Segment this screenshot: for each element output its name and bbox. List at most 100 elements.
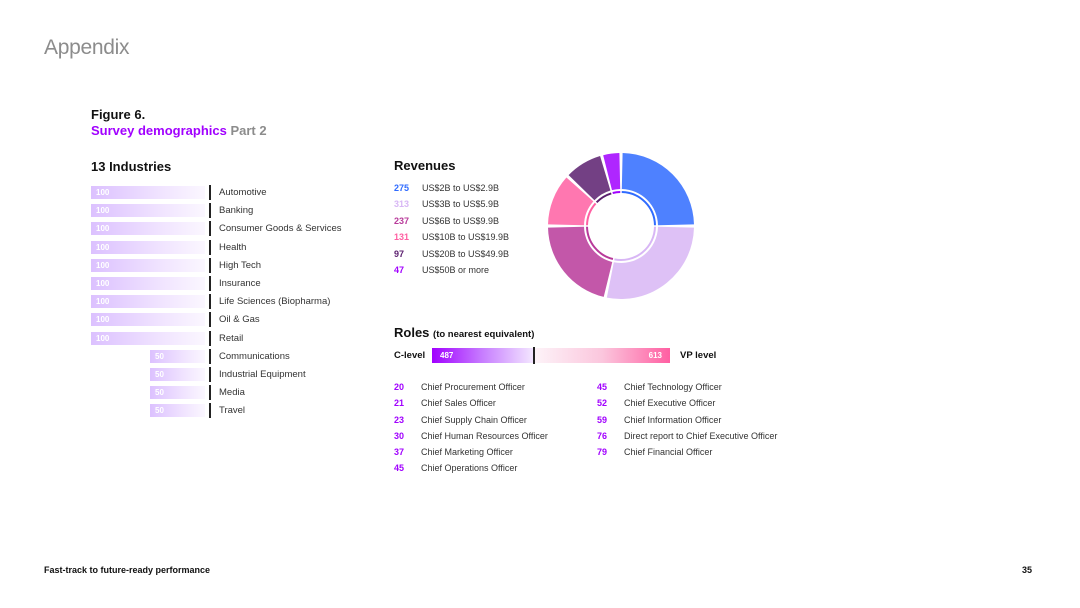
- revenue-row: 47 US$50B or more: [394, 264, 509, 280]
- revenue-range-label: US$2B to US$2.9B: [422, 183, 500, 193]
- industry-label: High Tech: [219, 259, 262, 271]
- role-count: 45: [597, 382, 608, 392]
- industry-separator: [209, 203, 211, 219]
- industry-label: Insurance: [219, 277, 261, 289]
- industry-bar: 50: [150, 404, 205, 418]
- industry-bar: 50: [150, 349, 205, 363]
- page-number: 35: [1022, 565, 1033, 575]
- donut-slice: [568, 156, 611, 201]
- role-label: Direct report to Chief Executive Officer: [624, 430, 778, 441]
- roles-heading-title: Roles: [394, 325, 430, 340]
- revenue-row: 275 US$2B to US$2.9B: [394, 182, 509, 198]
- revenue-range-label: US$10B to US$19.9B: [422, 232, 510, 243]
- donut-slice: [603, 153, 621, 191]
- role-label: Chief Supply Chain Officer: [421, 414, 527, 425]
- role-row: 45 Chief Technology Officer: [597, 381, 777, 397]
- appendix-heading: Appendix: [44, 36, 130, 59]
- revenue-count: 97: [394, 248, 405, 259]
- industry-row: 50 Media: [91, 384, 371, 402]
- revenue-range-label: US$20B to US$49.9B: [422, 248, 510, 259]
- revenue-row: 131 US$10B to US$19.9B: [394, 231, 509, 247]
- roles-heading: Roles (to nearest equivalent): [394, 325, 534, 340]
- revenue-count: 131: [394, 232, 410, 243]
- figure-title-part: Part 2: [230, 123, 267, 138]
- role-count: 21: [394, 398, 405, 409]
- roles-level-bar: C-level 487 613 VP level: [394, 347, 734, 365]
- industry-bar: 100: [91, 240, 205, 254]
- industry-row: 100 Retail: [91, 330, 371, 348]
- level-divider: [533, 347, 535, 364]
- industry-label: Health: [219, 241, 247, 253]
- role-row: 59 Chief Information Officer: [597, 414, 777, 430]
- donut-slice: [548, 226, 613, 297]
- figure-title-main: Survey demographics: [91, 123, 227, 138]
- industry-label: Automotive: [219, 187, 267, 198]
- industry-separator: [209, 221, 211, 237]
- c-level-label: C-level: [394, 350, 426, 361]
- industry-bar: 100: [91, 313, 205, 327]
- revenue-donut-chart: [548, 153, 694, 299]
- donut-slice: [548, 177, 594, 226]
- revenue-row: 313 US$3B to US$5.9B: [394, 198, 509, 214]
- role-label: Chief Operations Officer: [421, 463, 518, 474]
- donut-inner-arc: [612, 191, 621, 195]
- revenue-row: 97 US$20B to US$49.9B: [394, 248, 509, 264]
- industry-row: 100 Life Sciences (Biopharma): [91, 293, 371, 311]
- industry-separator: [209, 185, 211, 200]
- revenue-count: 275: [394, 183, 410, 193]
- industry-row: 100 Insurance: [91, 275, 371, 293]
- revenues-list: 275 US$2B to US$2.9B 313 US$3B to US$5.9B 23…: [394, 182, 509, 280]
- role-label: Chief Financial Officer: [624, 447, 713, 458]
- role-row: 23 Chief Supply Chain Officer: [394, 414, 548, 430]
- role-row: 76 Direct report to Chief Executive Offic…: [597, 430, 777, 446]
- role-label: Chief Information Officer: [624, 414, 722, 425]
- industry-bar: 100: [91, 276, 205, 290]
- role-row: 52 Chief Executive Officer: [597, 397, 777, 413]
- role-label: Chief Marketing Officer: [421, 447, 513, 458]
- role-label: Chief Executive Officer: [624, 398, 716, 409]
- c-level-bar: 487: [432, 348, 533, 363]
- industry-bar: 100: [91, 331, 205, 345]
- role-count: 20: [394, 382, 405, 392]
- industry-separator: [209, 366, 211, 382]
- vp-level-bar: 613: [535, 348, 670, 363]
- industry-bar: 100: [91, 186, 205, 199]
- revenue-count: 47: [394, 264, 405, 275]
- industry-label: Oil & Gas: [219, 314, 260, 326]
- role-row: 37 Chief Marketing Officer: [394, 446, 548, 462]
- role-count: 76: [597, 430, 608, 441]
- figure-title: Survey demographics Part 2: [91, 123, 267, 138]
- role-label: Chief Technology Officer: [624, 382, 722, 392]
- industry-label: Banking: [219, 205, 254, 217]
- revenue-range-label: US$50B or more: [422, 264, 490, 275]
- figure-label: Figure 6.: [91, 107, 146, 122]
- industry-row: 50 Industrial Equipment: [91, 366, 371, 384]
- role-count: 37: [394, 447, 405, 458]
- role-count: 59: [597, 414, 608, 425]
- industries-list: 100 Automotive 100 Banking 100 Consumer Goods…: [91, 184, 371, 420]
- donut-inner-arc: [586, 226, 614, 261]
- revenue-count: 237: [394, 215, 410, 226]
- role-label: Chief Procurement Officer: [421, 382, 525, 392]
- donut-inner-arc: [621, 191, 656, 226]
- industry-label: Media: [219, 387, 245, 399]
- industry-label: Consumer Goods & Services: [219, 223, 342, 235]
- industry-label: Retail: [219, 332, 244, 344]
- role-row: 21 Chief Sales Officer: [394, 397, 548, 413]
- industry-row: 100 Oil & Gas: [91, 311, 371, 329]
- role-count: 30: [394, 430, 405, 441]
- industry-separator: [209, 275, 211, 291]
- industry-row: 100 Banking: [91, 202, 371, 220]
- donut-slice: [606, 226, 694, 299]
- industry-bar: 50: [150, 367, 205, 381]
- role-row: 20 Chief Procurement Officer: [394, 381, 548, 397]
- industry-separator: [209, 239, 211, 255]
- role-count: 52: [597, 398, 608, 409]
- role-label: Chief Sales Officer: [421, 398, 496, 409]
- roles-heading-note: (to nearest equivalent): [433, 329, 535, 340]
- role-label: Chief Human Resources Officer: [421, 430, 548, 441]
- vp-level-label: VP level: [680, 350, 717, 361]
- industry-bar: 100: [91, 295, 205, 309]
- industry-bar: 100: [91, 258, 205, 272]
- industry-row: 100 Automotive: [91, 184, 371, 202]
